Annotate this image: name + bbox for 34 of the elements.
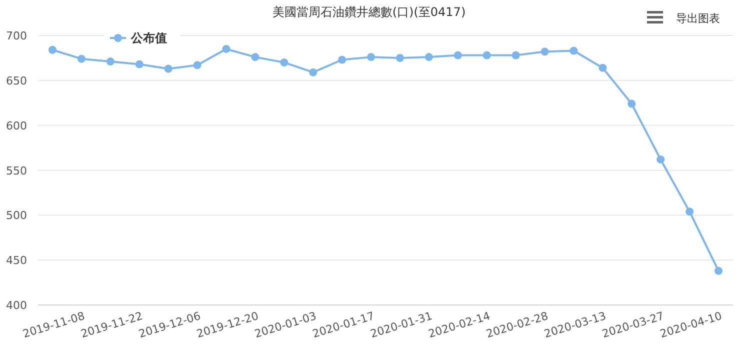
point (628, 100, 636, 108)
point (164, 64, 172, 73)
point (424, 53, 433, 62)
y-tick-label: 450 (6, 254, 27, 268)
point (193, 61, 202, 70)
point (540, 48, 549, 56)
point (512, 51, 520, 60)
point (367, 53, 376, 62)
y-tick-label: 550 (6, 164, 27, 178)
chart-title: 美國當周石油鑽井總數(口)(至0417) (272, 5, 466, 19)
point (48, 46, 56, 54)
point (482, 51, 491, 60)
point (309, 68, 318, 76)
point (135, 60, 144, 68)
point (106, 58, 114, 66)
y-tick-label: 400 (6, 299, 27, 312)
point (77, 54, 86, 63)
y-tick-label: 500 (6, 209, 27, 222)
point (396, 54, 404, 62)
y-tick-label: 650 (6, 74, 27, 88)
point (570, 46, 578, 55)
point (714, 266, 723, 275)
point (454, 51, 462, 60)
y-tick-label: 700 (6, 30, 27, 42)
point (686, 208, 694, 216)
text: 导出图表 (676, 12, 720, 25)
point (280, 58, 288, 66)
point (251, 53, 260, 62)
point (222, 44, 230, 53)
point (656, 155, 665, 164)
legend-label: 公布值 (130, 31, 167, 45)
y-tick-label: 600 (6, 119, 27, 132)
point (338, 56, 346, 64)
point (598, 64, 607, 72)
